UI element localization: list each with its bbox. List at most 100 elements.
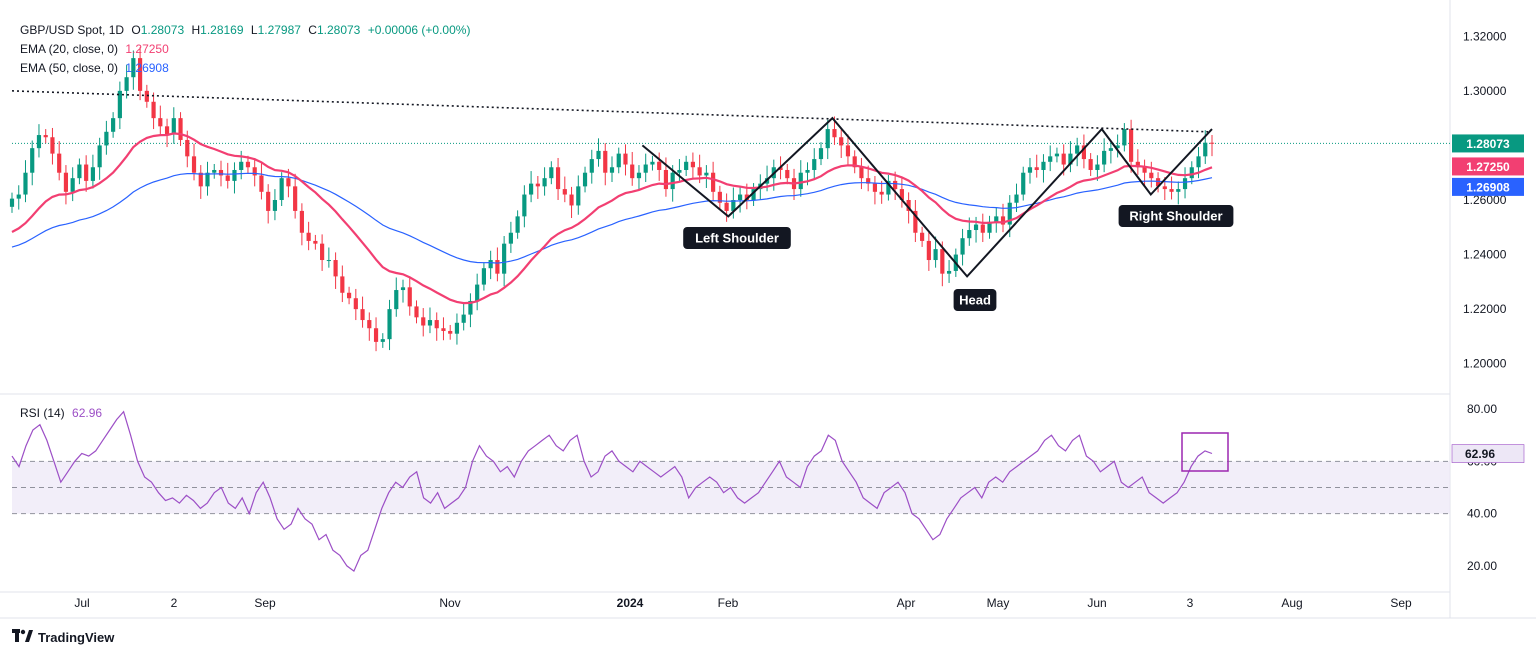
- candle-body: [1108, 148, 1113, 151]
- candle-body: [812, 159, 817, 170]
- candle-body: [97, 145, 102, 168]
- candle-body: [1075, 145, 1080, 154]
- candle-body: [913, 210, 918, 233]
- pattern-label: Left Shoulder: [695, 231, 779, 246]
- candle-body: [872, 183, 878, 192]
- candle-body: [171, 118, 176, 135]
- axes: 1.320001.300001.280001.260001.240001.220…: [74, 29, 1525, 610]
- price-tag-label: 1.26908: [1466, 180, 1510, 194]
- candle-body: [475, 284, 480, 301]
- open-value: 1.28073: [140, 23, 185, 37]
- candle-body: [967, 230, 972, 239]
- candle-body: [117, 90, 122, 119]
- pattern-label: Head: [959, 293, 991, 308]
- candle-body: [980, 224, 985, 233]
- candle-body: [899, 189, 904, 200]
- price-tag: [1452, 157, 1524, 176]
- candle-body: [1088, 159, 1093, 170]
- ema50-legend[interactable]: EMA (50, close, 0) 1.26908: [20, 61, 173, 75]
- rsi-legend[interactable]: RSI (14) 62.96: [20, 406, 106, 420]
- candle-body: [245, 161, 251, 168]
- candle-body: [1135, 161, 1140, 168]
- high-label: H: [191, 23, 201, 37]
- rsi-tick-label: 80.00: [1467, 402, 1497, 416]
- candle-body: [1102, 150, 1107, 165]
- rsi-tick-label: 20.00: [1467, 559, 1497, 573]
- rsi-tick-label: 40.00: [1467, 507, 1497, 521]
- candle-body: [488, 260, 493, 269]
- candle-body: [427, 320, 433, 326]
- candle-body: [191, 156, 197, 173]
- candle-body: [623, 153, 628, 165]
- candle-body: [394, 290, 399, 310]
- candle-body: [933, 249, 938, 261]
- open-label: O: [131, 23, 141, 37]
- annotations: Left Shoulder Head Right Shoulder: [683, 205, 1234, 472]
- candle-body: [576, 186, 581, 206]
- x-tick-label: 2024: [617, 596, 644, 610]
- candle-body: [926, 240, 931, 261]
- candle-body: [684, 161, 689, 170]
- candle-body: [502, 243, 507, 274]
- candle-body: [778, 167, 783, 170]
- pattern-label-box: [683, 227, 791, 249]
- candle-body: [1115, 145, 1120, 149]
- x-tick-label: Sep: [1390, 596, 1412, 610]
- candle-body: [798, 172, 803, 190]
- candle-body: [1061, 153, 1066, 165]
- ema20-legend[interactable]: EMA (20, close, 0) 1.27250: [20, 42, 173, 56]
- candle-body: [1034, 167, 1039, 170]
- candle-body: [724, 202, 729, 211]
- price-tick-label: 1.26000: [1463, 193, 1507, 207]
- candle-body: [1203, 142, 1208, 157]
- x-tick-label: 3: [1187, 596, 1194, 610]
- candle-body: [751, 189, 756, 200]
- candle-body: [960, 238, 965, 255]
- brand-label: TradingView: [38, 630, 115, 645]
- candle-body: [448, 330, 453, 334]
- candle-body: [144, 90, 149, 102]
- x-tick-label: Apr: [897, 596, 916, 610]
- candle-body: [495, 260, 500, 274]
- candle-body: [1081, 145, 1086, 160]
- candle-body: [994, 216, 999, 222]
- candle-body: [346, 292, 352, 299]
- price-tick-label: 1.20000: [1463, 357, 1507, 371]
- candle-body: [407, 287, 412, 307]
- candle-body: [367, 320, 372, 329]
- candle-body: [1000, 216, 1006, 225]
- candle-body: [441, 328, 446, 331]
- candle-body: [340, 276, 345, 293]
- candle-body: [77, 164, 82, 179]
- candle-body: [43, 135, 48, 138]
- candle-body: [16, 194, 21, 199]
- candle-body: [1054, 153, 1060, 157]
- candle-body: [70, 178, 75, 192]
- candle-body: [461, 314, 466, 323]
- candle-body: [738, 194, 743, 200]
- candle-body: [1068, 153, 1073, 165]
- tradingview-footer[interactable]: TradingView: [12, 629, 114, 646]
- candle-body: [36, 135, 42, 149]
- rsi-value-tag: [1451, 444, 1525, 463]
- candle-body: [164, 126, 170, 135]
- candle-body: [1142, 167, 1147, 173]
- candle-body: [636, 172, 642, 179]
- pattern-label: Right Shoulder: [1129, 209, 1222, 224]
- candle-body: [825, 129, 830, 149]
- candle-body: [549, 167, 554, 179]
- head-shoulders-pattern: [11, 90, 1213, 278]
- rsi-value: 62.96: [72, 406, 103, 420]
- candle-body: [569, 194, 574, 206]
- candle-body: [1007, 202, 1012, 225]
- candle-body: [1189, 167, 1194, 179]
- candle-body: [63, 172, 69, 192]
- candle-body: [529, 183, 534, 195]
- candle-body: [940, 249, 945, 274]
- candle-body: [373, 328, 379, 342]
- candle-body: [1014, 194, 1019, 203]
- candle-body: [1155, 178, 1161, 187]
- candle-body: [704, 172, 709, 176]
- candle-body: [104, 131, 109, 146]
